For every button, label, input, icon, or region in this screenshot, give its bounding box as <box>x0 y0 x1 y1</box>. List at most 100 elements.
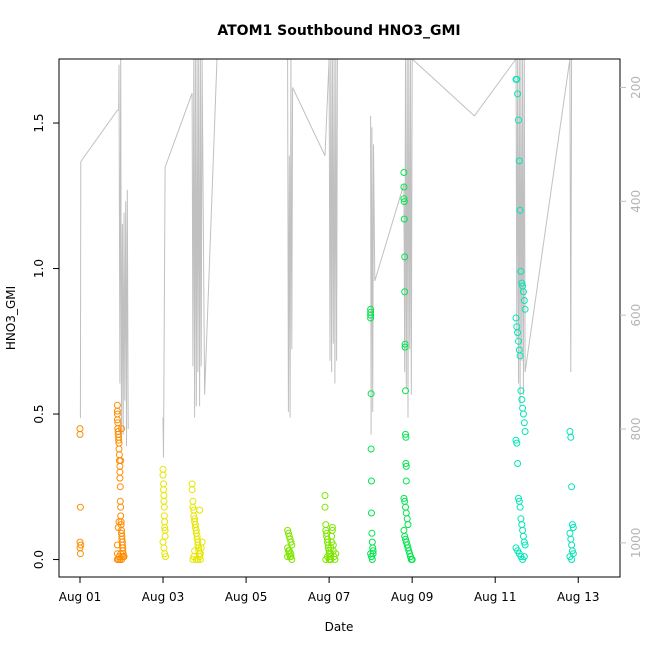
data-point <box>515 116 522 124</box>
data-point <box>77 541 85 549</box>
data-point <box>287 538 295 546</box>
data-point <box>161 518 169 526</box>
data-point <box>516 352 524 360</box>
data-point <box>189 503 197 511</box>
data-point <box>518 521 526 529</box>
data-point <box>408 556 416 563</box>
data-point <box>367 390 375 398</box>
data-point <box>400 494 408 502</box>
data-point <box>517 387 525 395</box>
right-y-tick-label: 400 <box>629 190 643 213</box>
data-point <box>400 183 408 191</box>
data-point <box>517 515 525 523</box>
data-point <box>115 518 123 526</box>
data-point <box>117 457 125 465</box>
x-tick-label: Aug 01 <box>59 590 102 604</box>
data-point <box>160 512 168 520</box>
data-point <box>368 509 375 517</box>
data-point <box>512 314 520 322</box>
data-point <box>403 515 411 523</box>
data-point <box>515 157 523 165</box>
x-tick-label: Aug 09 <box>391 590 434 604</box>
x-tick-label: Aug 03 <box>142 590 185 604</box>
data-point <box>520 419 528 427</box>
data-point <box>76 425 84 433</box>
data-point <box>332 550 340 558</box>
data-point <box>118 553 126 561</box>
y-tick-label: 0.0 <box>32 550 46 569</box>
data-point <box>568 521 576 529</box>
data-point <box>521 305 529 313</box>
data-point <box>115 451 123 459</box>
altitude-trace-4 <box>370 59 517 435</box>
data-point <box>321 492 329 499</box>
data-point <box>519 532 527 540</box>
x-tick-label: Aug 11 <box>474 590 517 604</box>
data-point <box>368 477 375 485</box>
right-y-tick-label: 200 <box>629 76 643 99</box>
data-point <box>367 314 375 322</box>
altitude-traces <box>79 59 573 458</box>
data-point <box>113 407 121 415</box>
data-point <box>512 436 520 444</box>
right-y-tick-label: 1000 <box>629 528 643 559</box>
data-point <box>514 90 522 98</box>
data-point <box>400 198 408 206</box>
data-point <box>117 503 125 511</box>
data-point <box>160 503 168 511</box>
data-point <box>369 550 377 558</box>
data-point <box>367 311 375 319</box>
data-point <box>520 297 528 304</box>
data-point <box>113 401 121 409</box>
x-tick-label: Aug 13 <box>557 590 600 604</box>
data-point <box>198 538 206 546</box>
data-point <box>520 553 528 561</box>
data-point <box>519 410 527 418</box>
data-point <box>327 556 335 563</box>
data-point <box>568 541 576 549</box>
data-point <box>160 480 167 488</box>
data-point <box>516 206 524 214</box>
x-tick-label: Aug 05 <box>225 590 268 604</box>
plot-area <box>76 59 577 563</box>
altitude-trace-5 <box>515 59 573 407</box>
data-point <box>189 556 197 563</box>
data-point <box>568 547 576 555</box>
x-axis-label: Date <box>325 620 354 634</box>
data-point <box>196 506 204 514</box>
data-point <box>402 477 410 485</box>
y-tick-label: 0.5 <box>32 404 46 423</box>
data-point <box>116 474 124 482</box>
data-point <box>188 480 196 488</box>
data-point <box>513 75 521 83</box>
data-point <box>521 428 529 435</box>
data-point <box>368 538 376 546</box>
data-point <box>76 430 84 438</box>
data-point <box>519 404 527 412</box>
data-point <box>116 468 124 476</box>
data-point <box>160 486 167 494</box>
data-point <box>328 524 336 531</box>
data-point <box>116 462 124 470</box>
data-point <box>287 553 295 561</box>
scatter-points <box>76 75 577 563</box>
data-point <box>161 550 169 558</box>
data-point <box>402 509 410 517</box>
data-point <box>188 486 196 494</box>
data-point <box>118 425 125 433</box>
data-point <box>402 433 410 441</box>
data-point <box>117 512 125 520</box>
data-point <box>518 279 526 287</box>
data-point <box>519 288 527 296</box>
data-point <box>521 541 529 549</box>
data-point <box>401 340 409 348</box>
data-point <box>161 532 169 540</box>
data-point <box>400 526 408 534</box>
data-point <box>367 445 375 453</box>
altitude-trace-3 <box>287 59 338 418</box>
right-y-tick-label: 600 <box>629 304 643 327</box>
data-point <box>402 460 410 467</box>
plot-frame <box>58 58 621 578</box>
data-point <box>191 547 199 555</box>
